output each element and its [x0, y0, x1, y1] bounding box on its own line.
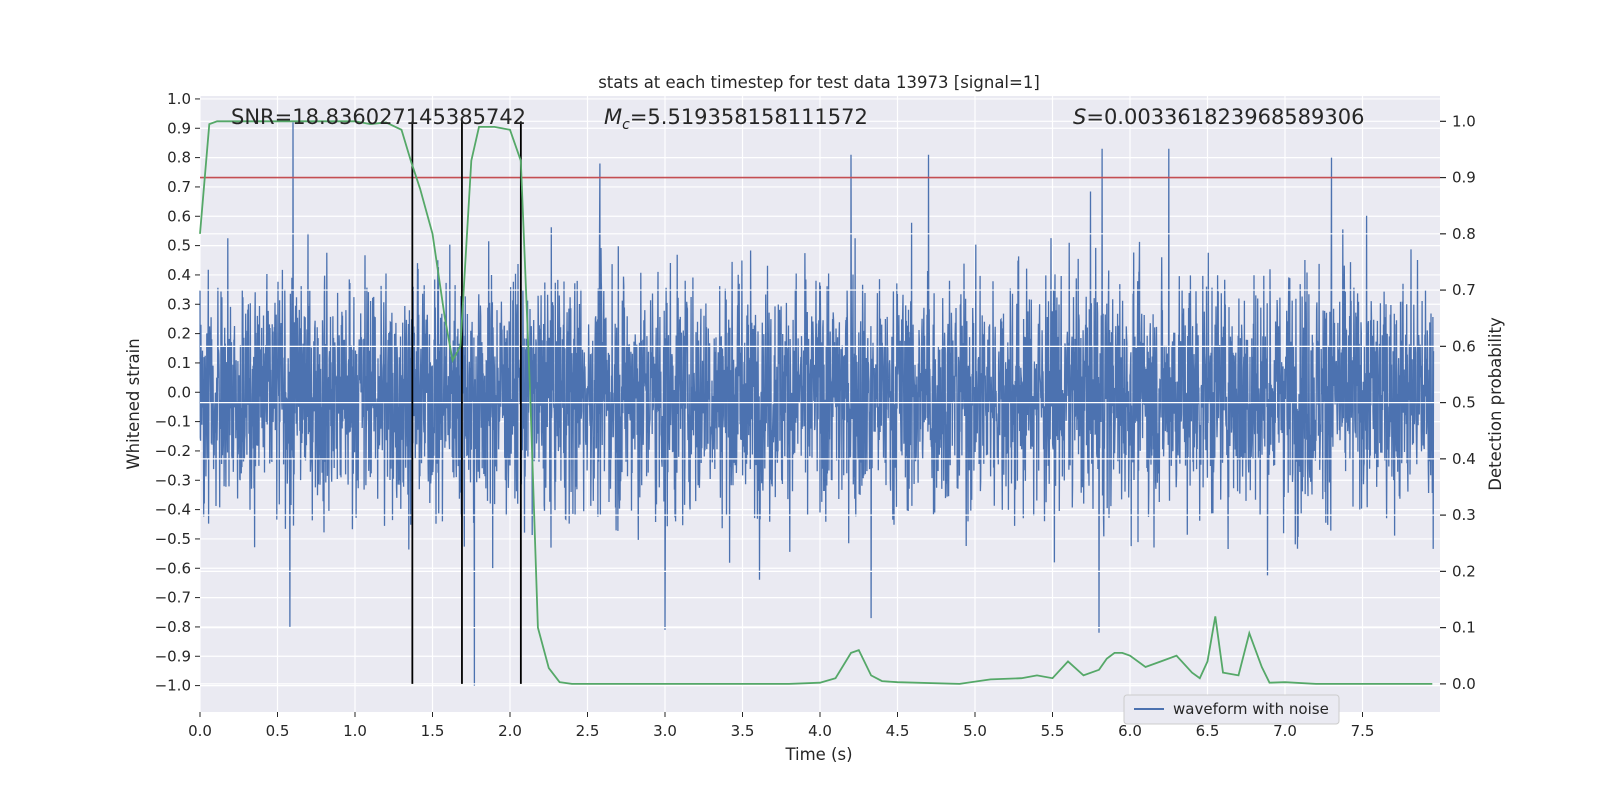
- right-y-tick-label: 0.3: [1452, 506, 1476, 524]
- right-y-axis-label: Detection probability: [1486, 317, 1505, 491]
- left-y-tick-label: −0.7: [155, 589, 191, 607]
- right-y-tick-label: 0.1: [1452, 619, 1476, 637]
- left-y-tick-label: 0.1: [167, 354, 191, 372]
- left-y-tick-label: 0.4: [167, 266, 191, 284]
- x-tick-label: 1.0: [343, 722, 367, 740]
- left-y-tick-label: −0.9: [155, 647, 191, 665]
- left-y-tick-label: −0.4: [155, 501, 191, 519]
- snr-annotation: SNR=18.836027145385742: [231, 105, 526, 129]
- x-tick-label: 2.5: [576, 722, 600, 740]
- left-y-tick-label: −0.8: [155, 618, 191, 636]
- x-tick-label: 5.0: [963, 722, 987, 740]
- left-y-tick-label: 0.2: [167, 325, 191, 343]
- left-y-tick-label: 0.0: [167, 383, 191, 401]
- x-tick-label: 3.0: [653, 722, 677, 740]
- x-tick-label: 5.5: [1041, 722, 1065, 740]
- left-y-tick-label: −1.0: [155, 677, 191, 695]
- right-y-tick-label: 0.5: [1452, 394, 1476, 412]
- left-y-tick-label: −0.1: [155, 413, 191, 431]
- right-y-tick-label: 0.4: [1452, 450, 1476, 468]
- left-y-tick-label: 0.5: [167, 237, 191, 255]
- left-y-tick-label: 0.6: [167, 207, 191, 225]
- left-y-tick-label: 0.9: [167, 119, 191, 137]
- x-axis-label: Time (s): [784, 745, 852, 764]
- x-tick-label: 0.0: [188, 722, 212, 740]
- left-y-tick-label: 0.7: [167, 178, 191, 196]
- right-y-tick-label: 1.0: [1452, 112, 1476, 130]
- chirp-mass-subscript: c: [622, 117, 630, 133]
- s-symbol: S: [1073, 105, 1086, 129]
- left-y-tick-label: 0.3: [167, 295, 191, 313]
- left-y-tick-label: 0.8: [167, 149, 191, 167]
- x-tick-label: 0.5: [266, 722, 290, 740]
- x-tick-label: 6.0: [1118, 722, 1142, 740]
- right-y-tick-label: 0.8: [1452, 225, 1476, 243]
- s-value: =0.0033618239685893​06: [1086, 105, 1364, 129]
- x-tick-label: 3.5: [731, 722, 755, 740]
- chirp-mass-annotation: Mc=5.519358158111572: [604, 105, 868, 133]
- detection-probability-series: [199, 120, 1433, 685]
- left-y-tick-label: −0.2: [155, 442, 191, 460]
- x-ticks: 0.0 0.5 1.0 1.5 2.0 2.5 3.0 3.5 4.0 4.5 5.0 5.5 6.0 6…: [188, 712, 1374, 740]
- left-y-tick-label: 1.0: [167, 90, 191, 108]
- left-y-tick-label: −0.3: [155, 471, 191, 489]
- noise-waveform-line: [199, 122, 1435, 686]
- right-y-tick-label: 0.0: [1452, 675, 1476, 693]
- x-tick-label: 4.5: [886, 722, 910, 740]
- right-y-tick-label: 0.9: [1452, 169, 1476, 187]
- x-tick-label: 2.0: [498, 722, 522, 740]
- right-y-tick-label: 0.7: [1452, 281, 1476, 299]
- right-y-tick-label: 0.6: [1452, 337, 1476, 355]
- x-tick-label: 1.5: [421, 722, 445, 740]
- x-tick-label: 7.5: [1351, 722, 1375, 740]
- s-annotation: S=0.0033618239685893​06: [1073, 105, 1364, 129]
- left-y-tick-label: −0.5: [155, 530, 191, 548]
- right-y-tick-label: 0.2: [1452, 562, 1476, 580]
- left-y-tick-label: −0.6: [155, 559, 191, 577]
- legend: waveform with noise: [1123, 694, 1340, 725]
- noise-series: [199, 122, 1435, 686]
- x-tick-label: 7.0: [1273, 722, 1297, 740]
- legend-box: [1123, 694, 1340, 725]
- right-grid: [200, 120, 1440, 685]
- left-y-ticks: 1.0 0.9 0.8 0.7 0.6 0.5 0.4 0.3 0.2 0.1 0.0 −0.1 −0.…: [155, 90, 200, 695]
- left-y-axis-label: Whitened strain: [124, 338, 143, 469]
- right-y-ticks: 1.0 0.9 0.8 0.7 0.6 0.5 0.4 0.3 0.2 0.1 0.0: [1440, 112, 1476, 693]
- chirp-mass-value: =5.519358158111572: [630, 105, 868, 129]
- x-tick-label: 4.0: [808, 722, 832, 740]
- chart-title: stats at each timestep for test data 139…: [598, 73, 1040, 92]
- legend-entry-waveform: waveform with noise: [1173, 700, 1329, 718]
- vertical-markers: [411, 121, 522, 684]
- chirp-mass-symbol: M: [604, 105, 622, 129]
- x-tick-label: 6.5: [1196, 722, 1220, 740]
